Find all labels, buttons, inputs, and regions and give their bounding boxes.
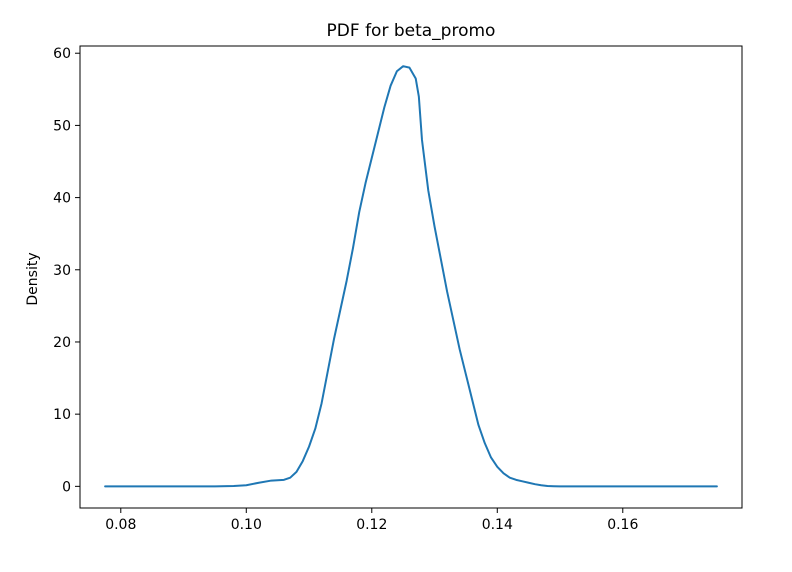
- density-line: [104, 65, 718, 488]
- chart-title: PDF for beta_promo: [327, 21, 496, 41]
- axis-ticks: 0.08 0.10 0.12 0.14 0.16 0 10 20 30 40 50 60: [53, 46, 638, 533]
- y-tick-label: 0: [62, 479, 71, 495]
- x-tick-label: 0.14: [482, 517, 513, 533]
- y-tick-label: 60: [53, 46, 71, 62]
- y-tick-label: 50: [53, 118, 71, 134]
- plot-area: [104, 65, 718, 488]
- x-tick-label: 0.12: [356, 517, 387, 533]
- x-tick-label: 0.08: [105, 517, 136, 533]
- y-tick-label: 10: [53, 407, 71, 423]
- x-tick-label: 0.16: [607, 517, 638, 533]
- plot-frame: [79, 45, 743, 509]
- y-axis-label: Density: [25, 252, 41, 305]
- x-tick-label: 0.10: [231, 517, 262, 533]
- y-tick-label: 40: [53, 191, 71, 207]
- y-tick-label: 20: [53, 335, 71, 351]
- y-tick-label: 30: [53, 263, 71, 279]
